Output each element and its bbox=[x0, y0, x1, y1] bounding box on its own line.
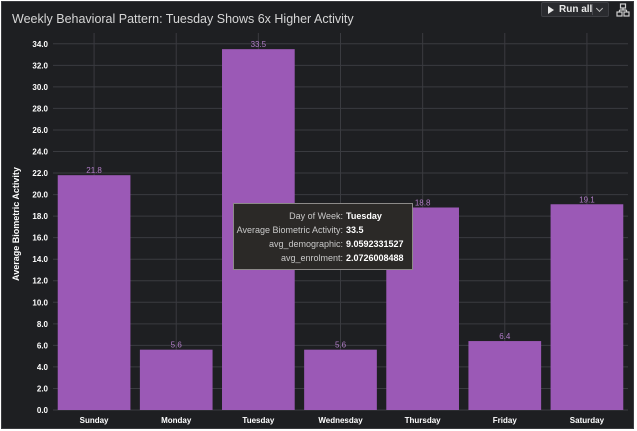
tooltip-row: Average Biometric Activity: 33.5 bbox=[234, 223, 406, 237]
data-label: 5.6 bbox=[171, 341, 183, 350]
y-tick-label: 6.0 bbox=[37, 341, 49, 350]
chevron-down-icon[interactable] bbox=[595, 4, 604, 13]
bar-wednesday bbox=[304, 349, 377, 410]
data-label: 18.8 bbox=[415, 198, 431, 207]
tooltip-key: avg_enrolment: bbox=[280, 253, 343, 263]
data-label: 21.8 bbox=[86, 166, 102, 175]
y-tick-label: 12.0 bbox=[32, 277, 48, 286]
tooltip-row: avg_demographic: 9.0592331527 bbox=[234, 237, 406, 251]
data-label: 19.1 bbox=[579, 195, 595, 204]
play-icon bbox=[548, 5, 554, 14]
x-tick-label: Tuesday bbox=[242, 416, 274, 425]
chart-title: Weekly Behavioral Pattern: Tuesday Shows… bbox=[12, 12, 354, 26]
button-separator bbox=[592, 4, 593, 15]
y-tick-label: 30.0 bbox=[32, 83, 48, 92]
run-all-label: Run all bbox=[559, 4, 593, 15]
y-tick-label: 0.0 bbox=[37, 406, 49, 415]
hierarchy-icon[interactable] bbox=[616, 3, 630, 17]
data-label: 33.5 bbox=[251, 40, 267, 49]
data-label: 5.6 bbox=[335, 341, 347, 350]
x-tick-label: Friday bbox=[493, 416, 518, 425]
y-tick-label: 28.0 bbox=[32, 104, 48, 113]
tooltip-row: Day of Week: Tuesday bbox=[234, 209, 406, 223]
y-axis-label: Average Biometric Activity bbox=[11, 167, 21, 281]
x-tick-label: Sunday bbox=[80, 416, 109, 425]
run-all-button[interactable]: Run all bbox=[541, 2, 609, 17]
hover-tooltip: Day of Week: Tuesday Average Biometric A… bbox=[233, 203, 413, 270]
y-tick-label: 8.0 bbox=[37, 320, 49, 329]
tooltip-value: 33.5 bbox=[346, 225, 364, 235]
y-tick-label: 10.0 bbox=[32, 298, 48, 307]
tooltip-value: Tuesday bbox=[346, 211, 382, 221]
bar-friday bbox=[468, 341, 542, 410]
tooltip-row: avg_enrolment: 2.0726008488 bbox=[234, 251, 406, 265]
bar-sunday bbox=[57, 175, 131, 410]
x-tick-label: Monday bbox=[161, 416, 192, 425]
x-tick-label: Saturday bbox=[570, 416, 605, 425]
x-axis-ticks: Sunday Monday Tuesday Wednesday Thursday Frid… bbox=[80, 416, 605, 425]
y-tick-label: 32.0 bbox=[32, 61, 48, 70]
tooltip-value: 2.0726008488 bbox=[346, 253, 404, 263]
y-tick-label: 34.0 bbox=[32, 40, 48, 49]
tooltip-key: Day of Week: bbox=[289, 211, 343, 221]
y-tick-label: 24.0 bbox=[32, 147, 48, 156]
y-tick-label: 18.0 bbox=[32, 212, 48, 221]
tooltip-key: avg_demographic: bbox=[268, 239, 343, 249]
y-tick-label: 20.0 bbox=[32, 191, 48, 200]
y-tick-label: 14.0 bbox=[32, 255, 48, 264]
y-tick-label: 26.0 bbox=[32, 126, 48, 135]
tooltip-key: Average Biometric Activity: bbox=[236, 225, 343, 235]
y-axis-ticks: 0.0 2.0 4.0 6.0 8.0 10.0 12.0 14.0 16.0 18.0 20.0 2… bbox=[32, 40, 48, 415]
y-tick-label: 22.0 bbox=[32, 169, 48, 178]
data-label: 6.4 bbox=[499, 332, 511, 341]
bar-monday bbox=[139, 349, 213, 410]
x-tick-label: Thursday bbox=[405, 416, 442, 425]
data-labels: 21.8 5.6 33.5 5.6 18.8 6.4 19.1 bbox=[86, 40, 595, 350]
bar-saturday bbox=[550, 204, 624, 410]
tooltip-value: 9.0592331527 bbox=[346, 239, 404, 249]
y-tick-label: 4.0 bbox=[37, 363, 49, 372]
x-tick-label: Wednesday bbox=[318, 416, 363, 425]
y-tick-label: 2.0 bbox=[37, 384, 49, 393]
y-tick-label: 16.0 bbox=[32, 234, 48, 243]
